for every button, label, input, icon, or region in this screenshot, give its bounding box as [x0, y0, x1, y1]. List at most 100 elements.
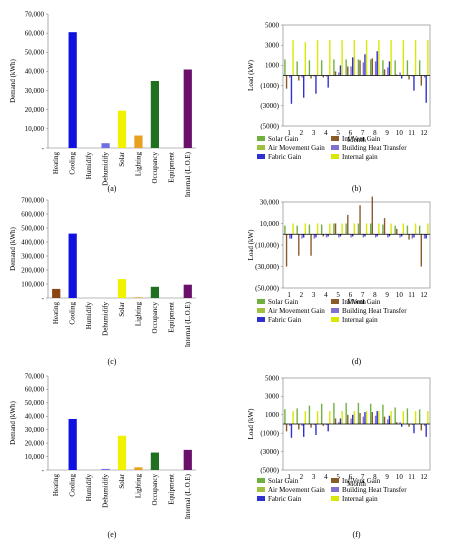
bar	[353, 223, 356, 235]
x-tick-label: Heating	[52, 302, 60, 325]
bar	[329, 411, 331, 424]
x-tick-label: 6	[349, 473, 353, 481]
bar	[401, 234, 403, 237]
bar	[301, 234, 303, 239]
bar	[301, 424, 303, 426]
x-tick-label: 7	[361, 473, 365, 481]
caption: (d)	[352, 357, 362, 366]
y-tick-label: (5000)	[260, 466, 279, 474]
bar	[399, 72, 401, 76]
legend-swatch	[331, 496, 339, 501]
bar	[382, 224, 384, 235]
bar	[289, 234, 291, 239]
bar	[357, 402, 360, 424]
bar	[68, 233, 77, 298]
bar	[134, 135, 143, 148]
bar	[350, 234, 352, 238]
load-chart-b: (5000) (3000) (1000) 1000 3000 5000 Load (kW) 1…	[247, 21, 431, 193]
x-tick-label: 12	[420, 129, 428, 137]
bar	[406, 408, 409, 424]
x-tick-label: Occupancy	[151, 302, 159, 334]
bar	[390, 411, 392, 424]
x-tick-label: Dehumidify	[102, 152, 110, 186]
x-tick-label: Cooling	[69, 474, 77, 497]
x-tick-label: Cooling	[69, 152, 77, 175]
bar	[322, 424, 324, 426]
bar	[101, 468, 110, 470]
legend-swatch	[257, 478, 265, 483]
bar	[117, 435, 127, 470]
bar	[413, 234, 415, 238]
y-tick-label: 100,000	[21, 280, 44, 288]
legend-swatch	[257, 487, 265, 492]
bar	[411, 424, 414, 425]
bar	[387, 234, 389, 238]
bar	[313, 234, 316, 239]
bar	[298, 234, 300, 256]
bar	[376, 51, 378, 76]
legend-swatch	[331, 145, 339, 150]
x-tick-label: 5	[336, 129, 340, 137]
bar	[383, 69, 386, 76]
y-tick-label: 1000	[265, 411, 280, 419]
bar	[183, 284, 192, 298]
bar	[303, 234, 305, 238]
bar	[362, 234, 365, 238]
legend-swatch	[257, 317, 265, 322]
x-tick-label: 11	[408, 129, 415, 137]
bar	[371, 412, 373, 424]
y-tick-label: 30,000	[260, 198, 280, 206]
bar	[394, 225, 396, 235]
bar	[357, 223, 360, 235]
x-tick-label: Internal (L.O.E)	[184, 151, 192, 197]
y-tick-label: 30,000	[25, 426, 45, 434]
bar	[376, 411, 378, 424]
bar	[320, 60, 323, 76]
x-tick-label: Internal (L.O.E)	[184, 301, 192, 347]
y-tick-label: 50,000	[25, 49, 45, 57]
bar	[285, 234, 288, 267]
y-tick-label: 10,000	[25, 453, 45, 461]
x-tick-label: 7	[361, 291, 365, 299]
bar	[420, 75, 422, 86]
legend-swatch	[257, 299, 265, 304]
bar	[418, 409, 421, 424]
bar	[406, 225, 409, 235]
y-tick-label: 60,000	[25, 386, 45, 394]
bar	[374, 415, 377, 424]
y-tick-label: 5000	[265, 374, 280, 382]
bar	[320, 224, 323, 235]
y-tick-label: 200,000	[21, 266, 44, 274]
bar	[296, 225, 298, 235]
bar	[304, 42, 307, 76]
bar	[325, 75, 328, 77]
bar	[390, 223, 392, 235]
bar	[292, 411, 294, 424]
y-tick-label: -	[42, 466, 45, 474]
bar	[298, 75, 300, 81]
bar	[289, 424, 291, 426]
y-tick-label: (1000)	[260, 82, 279, 90]
bar	[401, 424, 403, 427]
bar	[378, 223, 380, 235]
bar	[327, 234, 329, 237]
x-tick-label: 2	[300, 129, 304, 137]
bar	[420, 234, 422, 267]
bar	[285, 75, 288, 89]
bar	[423, 234, 426, 239]
x-tick-label: Dehumidify	[102, 302, 110, 336]
x-tick-label: Solar	[118, 473, 126, 488]
bar	[310, 234, 312, 256]
x-tick-label: 3	[312, 473, 316, 481]
x-tick-label: 4	[324, 291, 328, 299]
caption: (e)	[108, 530, 117, 539]
bar	[183, 69, 192, 148]
bar	[365, 411, 368, 424]
x-tick-label: Lighting	[134, 152, 142, 177]
bar	[399, 234, 401, 238]
x-tick-label: 3	[312, 129, 316, 137]
x-tick-label: 1	[287, 129, 291, 137]
y-tick-label: (10,000)	[255, 241, 280, 249]
demand-chart-c: - 100,000 200,000 300,000 400,000 500,000 600,…	[9, 196, 196, 366]
